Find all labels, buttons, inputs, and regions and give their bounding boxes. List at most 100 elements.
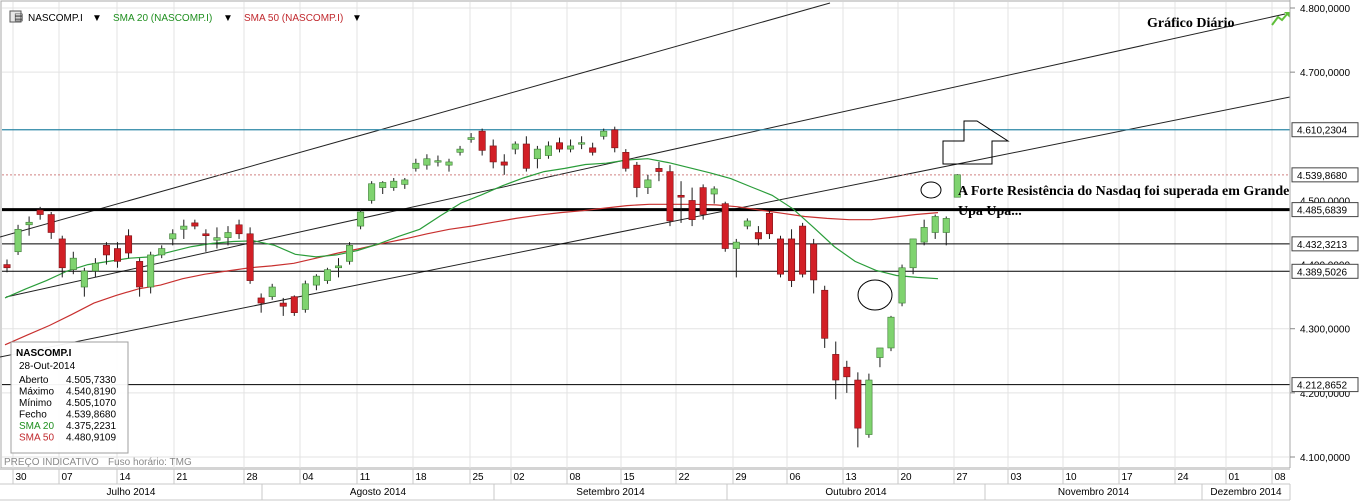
candle	[279, 297, 287, 316]
price-level-box	[1291, 167, 1359, 183]
candle	[58, 235, 66, 278]
candle	[788, 229, 796, 288]
candle-body	[3, 264, 11, 269]
candle	[920, 219, 928, 246]
candle-body	[169, 233, 177, 240]
x-tick-label: 01	[1228, 472, 1240, 483]
candle-body	[865, 379, 873, 435]
candle	[147, 251, 155, 294]
x-tick-label: 22	[678, 472, 690, 483]
candle-body	[931, 216, 939, 233]
candle-body	[379, 182, 387, 188]
chevron-down-icon[interactable]: ▼	[352, 13, 362, 24]
symbol-label[interactable]: NASCOMP.I	[28, 13, 83, 24]
x-tick-label: 11	[360, 472, 371, 483]
candle	[721, 201, 729, 252]
candle	[158, 245, 166, 259]
price-level-label: 4.212,8652	[1297, 381, 1347, 392]
table-icon	[9, 10, 22, 23]
y-tick-label: 4.300,0000	[1300, 325, 1350, 336]
candle	[688, 187, 696, 227]
x-tick-label: 21	[176, 472, 188, 483]
candle-body	[58, 238, 66, 269]
candle	[423, 154, 431, 170]
candle	[346, 242, 354, 265]
candle-body	[909, 238, 917, 269]
candle	[810, 238, 818, 294]
candle-body	[158, 248, 166, 256]
annotation-line-2: Upa Upa...	[958, 204, 1022, 219]
candle	[401, 177, 409, 189]
candle	[567, 139, 575, 153]
y-tick-label: 4.700,0000	[1300, 68, 1350, 79]
month-label: Novembro 2014	[1058, 487, 1130, 498]
y-tick-label: 4.200,0000	[1300, 389, 1350, 400]
chart-title: Gráfico Diário	[1147, 16, 1234, 31]
candle-body	[147, 254, 155, 288]
x-tick-label: 03	[1010, 472, 1022, 483]
candle-body	[456, 148, 464, 153]
candle	[368, 181, 376, 204]
candle	[699, 184, 707, 220]
candle-body	[699, 187, 707, 215]
candle	[611, 126, 619, 153]
plot-area	[0, 0, 1291, 469]
candle-body	[622, 152, 630, 169]
price-level-box	[1291, 122, 1359, 138]
data-box-value: 4.505,1070	[66, 398, 116, 409]
candle-body	[346, 245, 354, 262]
x-tick-label: 27	[956, 472, 968, 483]
candle-body	[876, 347, 884, 358]
candle-body	[235, 224, 243, 235]
candle	[467, 133, 475, 143]
candle	[69, 251, 77, 275]
candle-body	[810, 243, 818, 281]
candle-body	[445, 161, 453, 166]
candle-body	[80, 270, 88, 288]
candles	[3, 126, 961, 448]
data-box-value: 4.375,2231	[66, 421, 116, 432]
candle-body	[114, 248, 122, 262]
candle-body	[224, 232, 232, 238]
candle	[412, 158, 420, 172]
data-box-title: NASCOMP.I	[16, 348, 72, 359]
candle	[821, 285, 829, 348]
x-axis[interactable]	[0, 468, 1361, 502]
x-tick-label: 06	[789, 472, 801, 483]
candle-body	[666, 171, 674, 222]
candle	[876, 347, 884, 368]
candle	[666, 165, 674, 227]
candle	[456, 145, 464, 156]
candle-body	[47, 214, 55, 233]
candle-body	[754, 232, 762, 240]
candle	[644, 174, 652, 195]
sma20-legend[interactable]: SMA 20 (NASCOMP.I)	[113, 13, 212, 24]
data-box-label: Mínimo	[19, 398, 52, 409]
up-arrow-shape	[942, 120, 1010, 165]
candle-body	[555, 142, 563, 150]
candle-body	[743, 220, 751, 227]
x-tick-label: 08	[1274, 472, 1286, 483]
candle	[776, 235, 784, 278]
candle	[47, 211, 55, 239]
y-axis-labels: 4.800,0000 4.700,0000 4.300,0000 4.200,0000…	[1290, 4, 1359, 464]
x-axis-labels: 30 07 14 21 28 04 11 18 25 02 08 15 22 29 06 13 20 27 03 10…	[12, 469, 1286, 484]
chevron-down-icon[interactable]: ▼	[92, 13, 102, 24]
sma50-legend[interactable]: SMA 50 (NASCOMP.I)	[244, 13, 343, 24]
candle	[500, 154, 508, 175]
x-tick-label: 13	[845, 472, 857, 483]
candle-body	[821, 289, 829, 339]
chevron-down-icon[interactable]: ▼	[223, 13, 233, 24]
candle	[246, 227, 254, 284]
candle-body	[478, 130, 486, 151]
month-label: Agosto 2014	[350, 487, 407, 498]
candle	[677, 181, 685, 223]
candle-body	[390, 180, 398, 188]
candle-body	[290, 296, 298, 313]
candle-body	[832, 354, 840, 381]
sma50-line	[4, 203, 939, 346]
x-tick-label: 17	[1121, 472, 1133, 483]
candle	[169, 229, 177, 246]
candle	[136, 258, 144, 297]
